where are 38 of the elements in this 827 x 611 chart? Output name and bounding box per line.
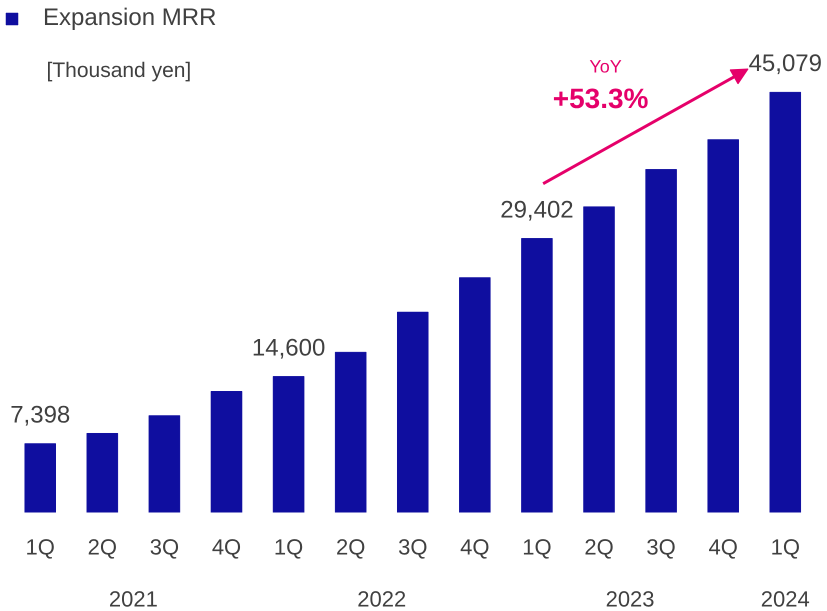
- text: 2024: [760, 586, 810, 611]
- bar: [86, 432, 118, 512]
- data-label: 14,600: [252, 334, 326, 362]
- x-tick-label: 2Q: [584, 534, 614, 560]
- bar: [210, 391, 242, 512]
- x-tick-label: 3Q: [150, 534, 180, 560]
- bar: [521, 238, 553, 512]
- x-tick-label: 1Q: [770, 534, 800, 560]
- x-tick-label: 1Q: [274, 534, 304, 560]
- x-tick-label: 1Q: [522, 534, 552, 560]
- annotation: +53.3%: [552, 82, 649, 114]
- bar: [396, 312, 429, 512]
- data-label: 7,398: [10, 402, 70, 429]
- bar: [583, 206, 615, 512]
- text: 2021: [108, 586, 158, 611]
- bar: [459, 277, 491, 512]
- x-tick-label: 4Q: [460, 534, 490, 560]
- y-axis-title: [Thousand yen]: [46, 59, 192, 82]
- x-tick-label: 2Q: [336, 534, 366, 560]
- text: 2023: [606, 586, 655, 611]
- bar: [707, 139, 739, 512]
- bar: [645, 169, 677, 512]
- x-tick-label: 2Q: [88, 534, 118, 560]
- x-tick-label: 3Q: [646, 534, 676, 560]
- x-tick-label: 4Q: [212, 534, 242, 560]
- x-tick-label: 1Q: [26, 534, 55, 560]
- text: YoY: [589, 56, 622, 76]
- bar: [770, 92, 802, 512]
- x-tick-label: 4Q: [708, 534, 738, 560]
- bar: [334, 352, 366, 512]
- x-tick-label: 3Q: [398, 534, 428, 560]
- bar: [24, 443, 56, 512]
- bar: [272, 376, 304, 512]
- data-label: 45,079: [748, 50, 822, 78]
- bar: [148, 415, 180, 512]
- text: 2022: [357, 586, 406, 611]
- data-label: 29,402: [500, 196, 574, 224]
- legend-label: Expansion MRR: [43, 4, 216, 32]
